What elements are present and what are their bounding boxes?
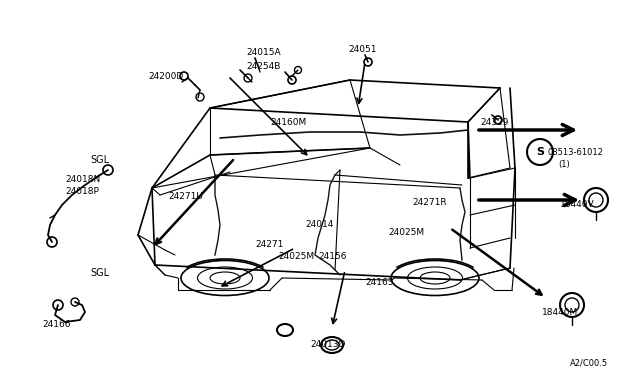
Text: A2/C00.5: A2/C00.5 [570,358,608,367]
Text: 24018N: 24018N [65,175,100,184]
Text: 18440M: 18440M [542,308,579,317]
Text: 24025M: 24025M [388,228,424,237]
Text: 24015A: 24015A [246,48,280,57]
Text: SGL: SGL [90,155,109,165]
Text: 24271U: 24271U [168,192,203,201]
Text: 08513-61012: 08513-61012 [548,148,604,157]
Text: 24160M: 24160M [270,118,307,127]
Text: 24329: 24329 [480,118,508,127]
Text: 24013D: 24013D [310,340,346,349]
Text: 24014: 24014 [305,220,333,229]
Text: 24156: 24156 [318,252,346,261]
Text: 24254B: 24254B [246,62,280,71]
Text: 24018P: 24018P [65,187,99,196]
Ellipse shape [181,260,269,295]
Text: SGL: SGL [90,268,109,278]
Ellipse shape [391,260,479,295]
Text: 24271: 24271 [255,240,284,249]
Text: 24163: 24163 [365,278,394,287]
Text: 18440V: 18440V [560,200,595,209]
Text: 24271R: 24271R [412,198,447,207]
Text: S: S [536,147,544,157]
Text: (1): (1) [558,160,570,169]
Text: 24200D: 24200D [148,72,183,81]
Text: 24025M: 24025M [278,252,314,261]
Text: 24051: 24051 [348,45,376,54]
Text: 24166: 24166 [42,320,70,329]
